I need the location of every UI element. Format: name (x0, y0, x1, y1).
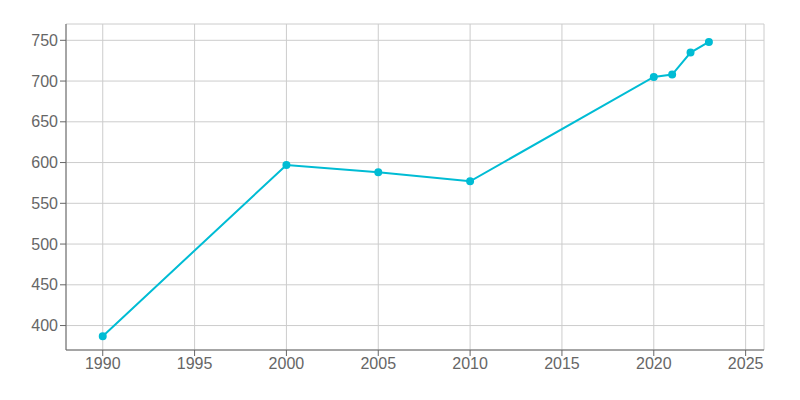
svg-text:2000: 2000 (269, 355, 305, 372)
svg-text:400: 400 (31, 317, 58, 334)
svg-text:450: 450 (31, 276, 58, 293)
svg-text:2005: 2005 (360, 355, 396, 372)
svg-text:600: 600 (31, 154, 58, 171)
svg-text:1995: 1995 (177, 355, 213, 372)
svg-text:1990: 1990 (85, 355, 121, 372)
svg-text:2025: 2025 (728, 355, 764, 372)
svg-text:650: 650 (31, 113, 58, 130)
svg-text:750: 750 (31, 32, 58, 49)
svg-text:700: 700 (31, 73, 58, 90)
svg-text:2010: 2010 (452, 355, 488, 372)
svg-text:2020: 2020 (636, 355, 672, 372)
svg-text:550: 550 (31, 195, 58, 212)
svg-text:500: 500 (31, 236, 58, 253)
svg-text:2015: 2015 (544, 355, 580, 372)
